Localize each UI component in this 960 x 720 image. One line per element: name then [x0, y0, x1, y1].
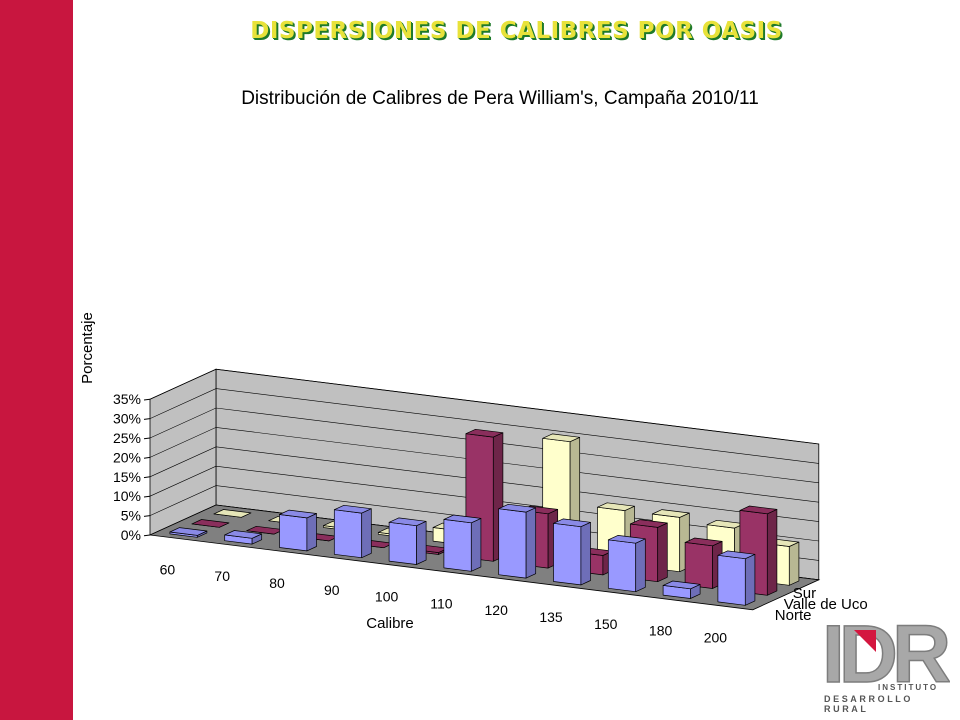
- x-tick-label: 150: [594, 616, 618, 632]
- bar-norte-90: [333, 504, 372, 559]
- y-tick-label: 30%: [113, 411, 141, 427]
- bar-norte-180: [662, 580, 701, 599]
- y-tick-mark: [143, 495, 151, 498]
- gridline: [149, 388, 819, 464]
- sidebar-stripe: [0, 0, 73, 720]
- bar-norte-100: [388, 517, 427, 565]
- bar-norte-110: [443, 514, 482, 572]
- x-tick-label: 120: [485, 602, 509, 618]
- y-tick-label: 35%: [113, 391, 141, 407]
- bar-norte-80: [279, 509, 317, 552]
- y-tick-label: 25%: [113, 430, 141, 446]
- y-tick-mark: [143, 534, 151, 537]
- bar-norte-60: [169, 527, 208, 538]
- y-axis-title: Porcentaje: [79, 312, 96, 384]
- x-axis-title: Calibre: [366, 615, 414, 632]
- series-label: Norte: [775, 607, 812, 624]
- bar-valle-de-uco-60: [191, 519, 230, 528]
- y-tick-mark: [143, 456, 151, 459]
- bar-norte-135: [553, 518, 591, 586]
- gridline: [149, 446, 819, 522]
- y-tick-mark: [143, 437, 151, 440]
- logo-caption-instituto: INSTITUTO: [878, 683, 939, 692]
- x-tick-label: 110: [430, 595, 453, 611]
- y-tick-label: 5%: [121, 508, 141, 524]
- gridline: [149, 407, 819, 484]
- chart-title: Distribución de Calibres de Pera William…: [241, 88, 759, 109]
- bar-norte-150: [607, 535, 646, 593]
- x-tick-label: 180: [649, 623, 673, 639]
- y-tick-mark: [143, 398, 151, 401]
- y-tick-mark: [143, 515, 151, 517]
- x-tick-label: 100: [375, 589, 399, 605]
- y-tick-mark: [143, 476, 151, 479]
- x-tick-label: 60: [160, 561, 176, 577]
- logo-caption-desarrollo: DESARROLLO RURAL: [824, 694, 913, 714]
- idr-logo: IDR: [821, 612, 950, 701]
- bar-norte-200: [717, 550, 756, 606]
- x-tick-label: 135: [539, 609, 563, 625]
- y-tick-label: 15%: [113, 469, 141, 485]
- x-tick-label: 200: [704, 629, 728, 645]
- slide-title: DISPERSIONES DE CALIBRES POR OASIS: [250, 18, 783, 44]
- series-label: Valle de Uco: [784, 596, 868, 613]
- x-tick-label: 70: [214, 568, 230, 584]
- y-tick-label: 0%: [121, 527, 141, 543]
- y-tick-mark: [143, 418, 151, 420]
- bar-norte-70: [224, 530, 263, 545]
- bar-norte-120: [498, 503, 537, 579]
- bar-sur-60: [213, 509, 252, 518]
- gridline: [149, 368, 819, 445]
- idr-logo-letters: IDR: [822, 612, 950, 700]
- y-tick-label: 10%: [113, 488, 141, 504]
- y-tick-label: 20%: [113, 449, 141, 465]
- bar-valle-de-uco-180: [684, 537, 723, 589]
- x-tick-label: 90: [324, 582, 340, 598]
- x-tick-label: 80: [269, 575, 285, 591]
- series-label: Sur: [793, 585, 816, 602]
- gridline: [149, 427, 819, 503]
- idr-logo-accent: [854, 630, 876, 652]
